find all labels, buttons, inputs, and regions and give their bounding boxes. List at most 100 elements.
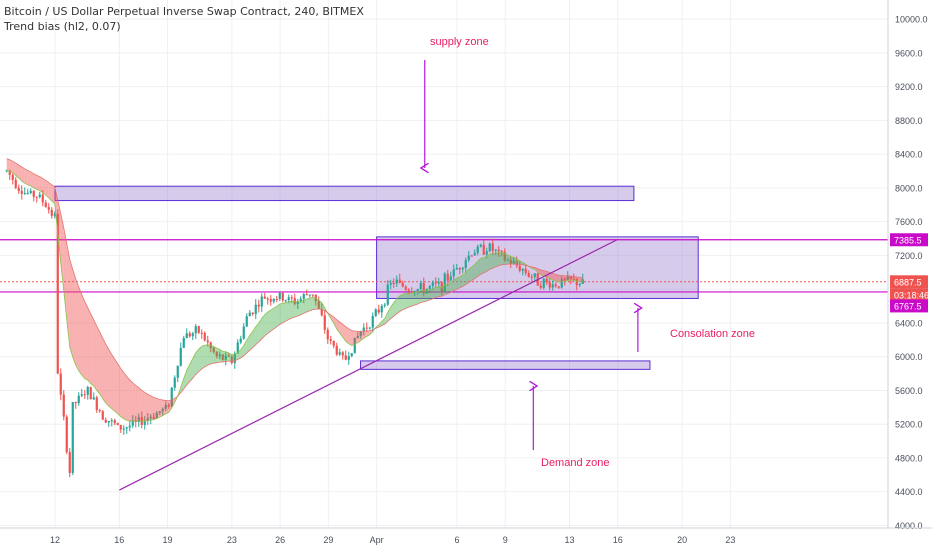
price-tag-lower-bg (890, 299, 928, 313)
ribbon-segment (408, 292, 412, 308)
candle-body (26, 192, 29, 194)
candle-body (158, 411, 161, 413)
ribbon-segment (162, 400, 166, 416)
candle-body (422, 283, 425, 294)
ribbon-segment (351, 330, 355, 346)
ribbon-segment (240, 345, 244, 359)
ribbon-segment (84, 301, 88, 381)
candle-body (137, 417, 140, 422)
ribbon-segment (333, 317, 337, 329)
ribbon-segment (150, 395, 154, 420)
ribbon-segment (354, 331, 358, 345)
ribbon-segment (141, 390, 145, 422)
candle-body (254, 304, 257, 315)
candle-body (362, 327, 365, 332)
candle-body (353, 337, 356, 354)
candle-body (473, 252, 476, 256)
time-tick-label: 23 (227, 535, 237, 545)
candle-body (266, 298, 269, 300)
ribbon-segment (558, 275, 562, 283)
candle-body (194, 326, 197, 334)
price-tag-lower: 6767.5 (894, 301, 922, 311)
ribbon-segment (480, 257, 484, 275)
ribbon-segment (90, 313, 94, 387)
ribbon-segment (225, 352, 229, 362)
ribbon-segment (81, 294, 85, 379)
ribbon-segment (105, 344, 109, 407)
candle-body (239, 338, 242, 343)
ribbon-segment (486, 254, 490, 272)
ribbon-segment (87, 307, 91, 384)
candle-body (308, 294, 311, 296)
ribbon-segment (282, 302, 286, 323)
ribbon-segment (45, 180, 49, 198)
ribbon-segment (315, 298, 319, 310)
supply-zone-label: supply zone (430, 36, 489, 48)
candle-body (146, 418, 149, 421)
candle-body (35, 196, 38, 198)
consolidation-zone-label: Consolation zone (670, 328, 755, 340)
candle-body (65, 416, 68, 453)
ribbon-segment (516, 258, 520, 265)
ribbon-segment (207, 344, 211, 366)
ribbon-segment (519, 260, 523, 265)
price-axis[interactable]: 10000.0 9600.0 9200.0 8800.0 8400.0 8000.0 760… (887, 0, 932, 550)
candle-body (452, 269, 455, 277)
demand-zone-label: Demand zone (541, 457, 610, 469)
ribbon-segment (390, 302, 394, 319)
candle-body (560, 279, 563, 288)
candle-body (476, 246, 479, 253)
ribbon-segment (165, 400, 169, 414)
candle-body (221, 354, 224, 360)
ribbon-segment (381, 318, 385, 326)
price-tick-label: 7600.0 (895, 217, 923, 227)
ribbon-segment (297, 301, 301, 316)
ribbon-segment (57, 199, 61, 263)
candle-body (281, 293, 284, 301)
ribbon-segment (432, 287, 436, 299)
time-axis[interactable]: 12 16 19 23 26 29 Apr 6 9 13 16 20 23 (0, 527, 932, 550)
demand-zone[interactable] (360, 360, 651, 370)
supply-zone[interactable] (54, 185, 635, 202)
time-tick-label: 9 (503, 535, 508, 545)
candle-body (89, 387, 92, 400)
price-tag-upper: 7385.5 (894, 235, 922, 245)
candle-body (323, 315, 326, 330)
ribbon-segment (144, 392, 148, 422)
candle-body (131, 420, 134, 426)
ribbon-segment (570, 276, 574, 281)
ribbon-segment (192, 352, 196, 379)
candle-body (317, 300, 320, 309)
ribbon-segment (93, 319, 97, 391)
trend-bias-slow (6, 158, 583, 402)
time-tick-label: 16 (613, 535, 623, 545)
candle-body (284, 300, 287, 302)
ribbon-segment (33, 173, 37, 190)
candle-body (242, 326, 245, 339)
candle-body (371, 315, 374, 328)
candle-body (461, 267, 464, 270)
candle-body (167, 404, 170, 407)
candle-body (410, 291, 413, 293)
candle-body (128, 425, 131, 428)
candle-body (482, 244, 485, 255)
ribbon-segment (210, 345, 214, 365)
ribbon-segment (231, 354, 235, 362)
candle-body (386, 284, 389, 305)
candle-body (80, 394, 83, 396)
ribbon-segment (312, 297, 316, 310)
ribbon-segment (294, 301, 298, 318)
ribbon-segment (132, 382, 136, 422)
ribbon-segment (15, 163, 19, 179)
time-axis-bg (0, 528, 888, 550)
ascending-trendline[interactable] (119, 238, 619, 491)
candle-body (320, 308, 323, 316)
ribbon-segment (537, 268, 541, 276)
ribbon-segment (54, 186, 58, 235)
candle-body (539, 285, 542, 288)
ribbon-segment (273, 306, 277, 329)
time-tick-label: 6 (454, 535, 459, 545)
candle-body (107, 420, 110, 423)
candle-body (326, 329, 329, 340)
